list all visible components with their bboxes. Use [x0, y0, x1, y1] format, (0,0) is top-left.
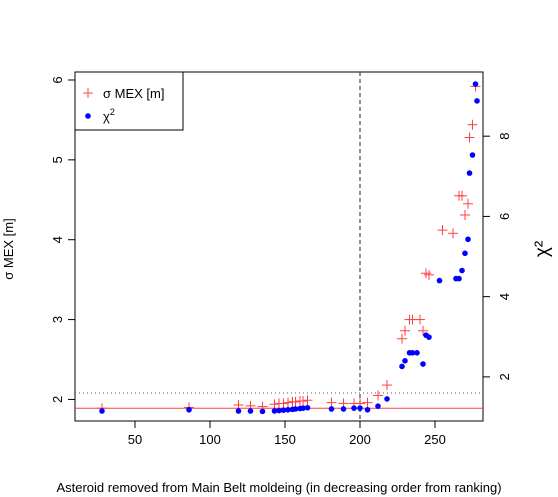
legend-marker-dot [85, 113, 91, 119]
legend-entry-sigma-mex: σ MEX [m] [83, 86, 164, 101]
data-point-chi2 [462, 250, 468, 257]
data-point-sigma-mex [457, 190, 467, 201]
y-left-tick-label: 4 [50, 236, 65, 243]
data-point-sigma-mex [464, 132, 475, 143]
legend-dot-marker [85, 113, 91, 119]
data-point-sigma-mex [269, 399, 280, 410]
data-point-sigma-mex [373, 390, 383, 401]
data-point-chi2 [456, 275, 462, 282]
data-point-sigma-mex [397, 333, 407, 344]
data-point-sigma-mex [460, 209, 470, 220]
data-point-chi2 [384, 396, 390, 402]
y-left-tick-label: 6 [50, 76, 65, 83]
data-point-chi2 [402, 358, 408, 364]
legend-label-chi2-base: χ [103, 109, 110, 124]
data-point-chi2 [409, 350, 416, 356]
data-point-sigma-mex [382, 380, 392, 391]
data-point-sigma-mex [467, 119, 478, 130]
data-point-chi2 [364, 406, 371, 413]
data-point-chi2 [186, 406, 192, 413]
series-layer [97, 81, 481, 415]
data-point-sigma-mex [283, 397, 293, 408]
data-point-chi2 [472, 81, 479, 87]
y-axis-right-title: χ² [532, 241, 553, 257]
data-point-chi2 [459, 267, 465, 274]
data-point-chi2 [304, 404, 311, 411]
data-point-chi2 [276, 407, 282, 414]
legend: σ MEX [m] χ2 [74, 71, 184, 131]
data-point-chi2 [259, 408, 266, 415]
y-right-tick-label: 4 [497, 293, 512, 300]
data-point-chi2 [465, 236, 471, 243]
y-left-tick-label: 5 [50, 156, 65, 163]
data-point-chi2 [280, 407, 287, 413]
plot-frame [74, 71, 484, 422]
data-point-chi2 [235, 408, 242, 414]
y-axis-left-title: σ MEX [m] [1, 218, 16, 279]
data-point-chi2 [426, 334, 432, 340]
legend-box [74, 71, 184, 131]
data-point-chi2 [285, 406, 291, 413]
data-point-chi2 [328, 406, 335, 412]
data-point-sigma-mex [400, 325, 410, 336]
x-axis: 50 100 150 200 250 [128, 421, 446, 447]
data-point-sigma-mex [278, 398, 289, 409]
y-right-tick-label: 6 [497, 213, 512, 220]
data-point-chi2 [292, 406, 299, 412]
data-point-chi2 [351, 405, 357, 411]
data-point-sigma-mex [424, 269, 434, 280]
data-point-sigma-mex [298, 396, 308, 407]
y-right-tick-label: 2 [497, 373, 512, 380]
data-point-sigma-mex [290, 396, 301, 407]
legend-entry-chi2: χ2 [85, 107, 115, 124]
data-point-chi2 [436, 277, 443, 284]
y-axis-left: 2 3 4 5 6 [50, 76, 75, 403]
data-point-sigma-mex [437, 225, 448, 236]
data-point-chi2 [357, 405, 363, 411]
legend-plus-marker [83, 88, 93, 98]
plot-area-frame [74, 71, 484, 422]
legend-marker-plus [83, 88, 93, 98]
data-point-sigma-mex [448, 228, 458, 239]
y-left-tick-label: 3 [50, 316, 65, 323]
data-point-chi2 [469, 152, 476, 158]
data-point-chi2 [420, 361, 426, 367]
data-point-chi2 [375, 403, 381, 409]
data-point-chi2 [300, 405, 306, 411]
data-point-chi2 [399, 363, 405, 370]
legend-label-chi2-superscript: 2 [110, 107, 115, 117]
data-point-chi2 [414, 350, 420, 356]
data-point-sigma-mex [326, 397, 337, 408]
x-tick-label: 150 [274, 432, 296, 447]
legend-label-chi2: χ2 [103, 107, 115, 124]
data-point-sigma-mex [302, 395, 313, 406]
series-chi2 [99, 81, 480, 415]
data-point-chi2 [474, 98, 480, 104]
data-point-sigma-mex [362, 397, 373, 408]
data-point-chi2 [466, 170, 473, 176]
x-tick-label: 100 [199, 432, 221, 447]
data-point-chi2 [247, 408, 254, 414]
data-point-sigma-mex [418, 325, 428, 336]
data-point-chi2 [99, 408, 105, 414]
legend-label-sigma-mex: σ MEX [m] [103, 86, 164, 101]
data-point-sigma-mex [463, 198, 473, 209]
x-tick-label: 250 [424, 432, 446, 447]
x-tick-label: 200 [349, 432, 371, 447]
x-tick-label: 50 [128, 432, 142, 447]
data-point-chi2 [340, 406, 347, 412]
data-point-sigma-mex [415, 314, 425, 325]
y-right-tick-label: 8 [497, 133, 512, 140]
y-axis-right: 2 4 6 8 [483, 133, 512, 380]
x-axis-title: Asteroid removed from Main Belt moldeing… [56, 480, 501, 495]
y-left-tick-label: 2 [50, 396, 65, 403]
series-sigma-mex [97, 81, 481, 414]
data-point-chi2 [271, 408, 278, 414]
